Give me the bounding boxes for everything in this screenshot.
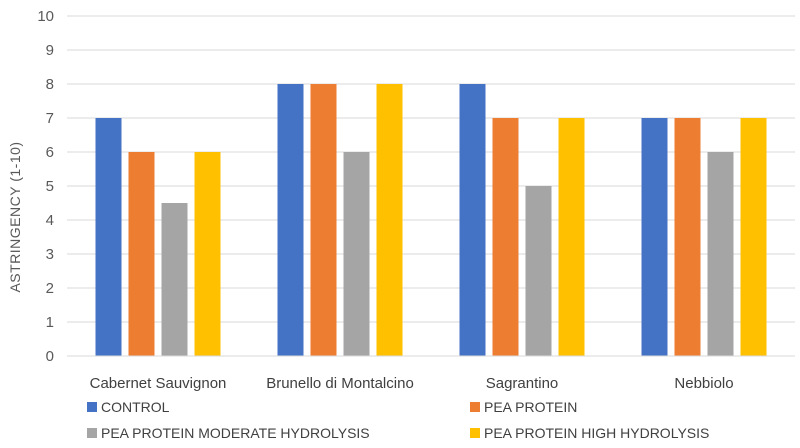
legend: CONTROL PEA PROTEIN PEA PROTEIN MODERATE H… <box>87 399 709 441</box>
legend-label: PEA PROTEIN MODERATE HYDROLYSIS <box>101 425 370 441</box>
x-tick-label: Sagrantino <box>486 375 559 392</box>
legend-label: PEA PROTEIN HIGH HYDROLYSIS <box>484 425 709 441</box>
x-tick-label: Brunello di Montalcino <box>266 375 414 392</box>
y-tick-label: 7 <box>46 110 54 127</box>
y-axis-ticks: 0 1 2 3 4 5 6 7 8 9 10 <box>37 8 54 365</box>
y-tick-label: 5 <box>46 178 54 195</box>
legend-swatch <box>87 428 97 438</box>
y-tick-label: 10 <box>37 8 54 25</box>
x-tick-label: Nebbiolo <box>674 375 733 392</box>
bar <box>376 84 403 356</box>
bar <box>128 152 155 356</box>
y-tick-label: 0 <box>46 348 54 365</box>
y-tick-label: 4 <box>46 212 54 229</box>
y-tick-label: 3 <box>46 246 54 263</box>
bar <box>310 84 337 356</box>
y-tick-label: 9 <box>46 42 54 59</box>
y-tick-label: 8 <box>46 76 54 93</box>
y-tick-label: 1 <box>46 314 54 331</box>
legend-label: PEA PROTEIN <box>484 399 577 415</box>
bar <box>525 186 552 356</box>
bar <box>492 118 519 356</box>
bar <box>707 152 734 356</box>
bar <box>641 118 668 356</box>
x-axis-labels: Cabernet Sauvignon Brunello di Montalcino… <box>90 375 734 392</box>
bars <box>95 84 767 356</box>
legend-label: CONTROL <box>101 399 170 415</box>
bar <box>161 203 188 356</box>
legend-swatch <box>470 428 480 438</box>
bar <box>95 118 122 356</box>
bar <box>674 118 701 356</box>
gridlines <box>67 15 795 323</box>
x-tick-label: Cabernet Sauvignon <box>90 375 227 392</box>
bar <box>740 118 767 356</box>
legend-swatch <box>87 402 97 412</box>
bar <box>558 118 585 356</box>
bar <box>194 152 221 356</box>
y-tick-label: 6 <box>46 144 54 161</box>
y-tick-label: 2 <box>46 280 54 297</box>
bar <box>277 84 304 356</box>
bar <box>343 152 370 356</box>
legend-swatch <box>470 402 480 412</box>
bar <box>459 84 486 356</box>
y-axis-title: ASTRINGENCY (1-10) <box>7 141 23 292</box>
